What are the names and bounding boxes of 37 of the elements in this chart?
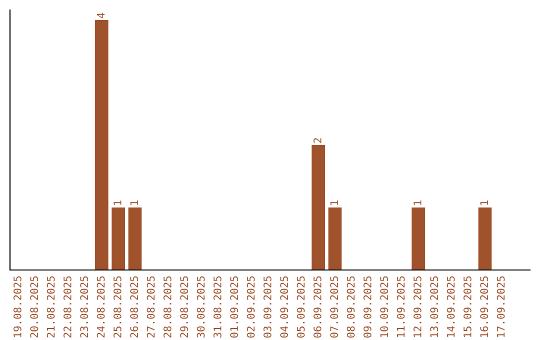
x-tick-label: 25.08.2025 [114, 276, 122, 338]
x-tick-label: 17.09.2025 [496, 276, 505, 338]
data-label: 4 [96, 12, 105, 18]
data-label: 2 [314, 138, 322, 143]
x-tick-label: 03.09.2025 [264, 276, 272, 338]
x-tick-label: 07.09.2025 [330, 276, 338, 338]
x-tick-label: 13.09.2025 [430, 276, 438, 338]
x-tick-label: 26.08.2025 [130, 276, 138, 338]
x-tick-label: 24.08.2025 [96, 276, 105, 338]
x-tick-label: 02.09.2025 [246, 276, 255, 338]
data-label: 1 [414, 200, 422, 205]
x-tick-label: 04.09.2025 [280, 276, 288, 338]
x-tick-label: 09.09.2025 [364, 276, 372, 338]
data-label: 1 [480, 200, 488, 205]
x-tick-label: 16.09.2025 [480, 276, 488, 338]
x-tick-label: 23.08.2025 [80, 276, 88, 338]
x-tick-label: 22.08.2025 [64, 276, 72, 338]
x-tick-label: 21.08.2025 [46, 276, 55, 338]
x-tick-label: 20.08.2025 [30, 276, 38, 338]
x-tick-label: 08.09.2025 [346, 276, 355, 338]
x-tick-label: 10.09.2025 [380, 276, 388, 338]
x-tick-label: 12.09.2025 [414, 276, 422, 338]
x-tick-label: 19.08.2025 [14, 276, 22, 338]
x-tick-label: 14.09.2025 [446, 276, 455, 338]
x-tick-label: 27.08.2025 [146, 276, 155, 338]
x-tick-label: 11.09.2025 [396, 276, 405, 338]
x-tick-label: 05.09.2025 [296, 276, 305, 338]
x-tick-label: 28.08.2025 [164, 276, 172, 338]
x-tick-label: 06.09.2025 [314, 276, 322, 338]
x-tick-label: 30.08.2025 [196, 276, 205, 338]
data-label: 1 [130, 200, 138, 205]
data-label: 1 [330, 200, 338, 205]
x-tick-label: 15.09.2025 [464, 276, 472, 338]
data-label: 1 [114, 200, 122, 205]
x-tick-label: 31.08.2025 [214, 276, 222, 338]
x-tick-label: 29.08.2025 [180, 276, 188, 338]
x-tick-label: 01.09.2025 [230, 276, 238, 338]
